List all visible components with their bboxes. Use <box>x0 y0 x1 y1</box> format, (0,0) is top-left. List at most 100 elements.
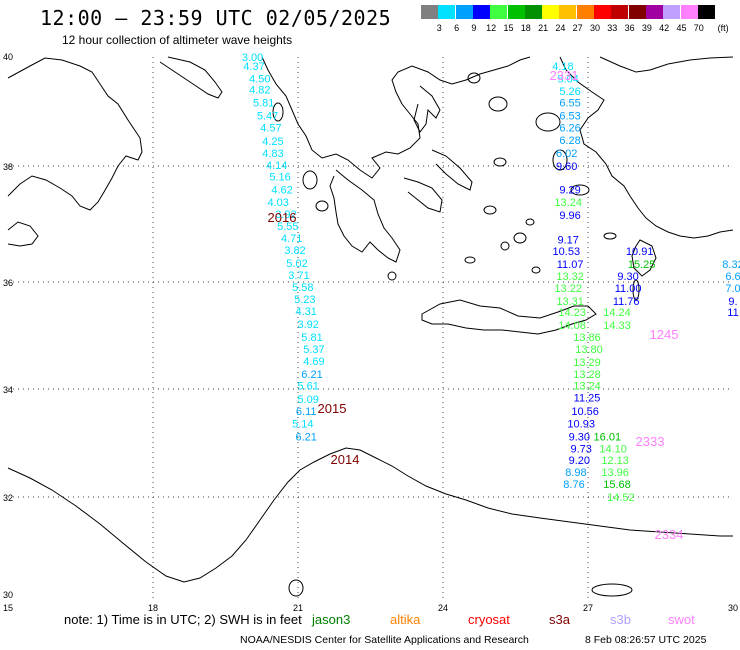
legend-swatch <box>490 5 508 19</box>
wave-height-label: 5.09 <box>297 394 318 406</box>
island-thasos <box>467 72 481 84</box>
legend-label: 27 <box>572 23 583 33</box>
coast-libya-egypt <box>7 447 733 583</box>
wave-height-label: 11.00 <box>615 283 642 295</box>
wave-height-label: 6.21 <box>301 369 322 381</box>
island-corfu <box>272 102 284 122</box>
island-samos <box>570 184 590 196</box>
lon-tick-15: 15 <box>3 603 13 613</box>
lat-tick-34: 34 <box>3 385 13 395</box>
island-rhodes <box>631 239 657 277</box>
legend-swatch <box>542 5 560 19</box>
legend-swatch <box>697 5 715 19</box>
island-chios <box>552 149 568 171</box>
island-kos <box>603 232 617 240</box>
wave-height-label: 13.22 <box>554 283 582 295</box>
wave-height-label: 4.50 <box>249 73 270 85</box>
lat-tick-40: 40 <box>3 52 13 62</box>
wave-height-label: 13.32 <box>556 271 584 283</box>
wave-height-label: 10.56 <box>571 406 599 418</box>
island-kefalonia <box>302 170 318 190</box>
pass-time-label: 2015 <box>318 401 347 416</box>
track-2016: 3.004.374.504.825.815.474.574.254.834.14… <box>242 52 325 381</box>
legend-label: 21 <box>538 23 549 33</box>
map-title: 12:00 – 23:59 UTC 02/05/2025 <box>40 6 392 30</box>
lat-tick-38: 38 <box>3 162 13 172</box>
legend-label: 30 <box>589 23 601 33</box>
wave-height-label: 13.96 <box>601 467 629 479</box>
wave-height-label: 11.76 <box>613 296 640 308</box>
satellite-altika: altika <box>390 612 421 627</box>
legend-label: 33 <box>607 23 618 33</box>
legend-swatch <box>438 5 456 19</box>
wave-height-label: 5.02 <box>286 258 307 270</box>
coast-turkey-north <box>599 56 734 73</box>
lat-tick-30: 30 <box>3 590 13 600</box>
track-2333: 13.8613.8013.2913.2813.2411.2510.5610.93… <box>567 332 664 467</box>
wave-height-label: 3.71 <box>288 270 309 282</box>
wave-height-label: 5.81 <box>301 332 322 344</box>
legend-label: 9 <box>471 23 477 33</box>
legend-swatch <box>628 5 646 19</box>
island-andros <box>483 205 497 215</box>
wave-height-label: 7.0 <box>725 283 740 295</box>
wave-height-label: 13.24 <box>573 381 601 393</box>
legend-swatch <box>559 5 577 19</box>
wave-height-label: 5.61 <box>297 381 318 393</box>
wave-height-label: 13.86 <box>573 332 601 344</box>
islet-south <box>288 579 304 597</box>
map-subtitle: 12 hour collection of altimeter wave hei… <box>62 33 293 47</box>
island-naxos <box>513 232 527 244</box>
legend-label: 24 <box>555 23 566 33</box>
wave-height-label: 14.10 <box>599 443 627 455</box>
wave-height-label: 6.21 <box>295 431 316 443</box>
satellite-s3a: s3a <box>549 612 570 627</box>
island-mykonos <box>525 218 535 226</box>
lon-tick-27: 27 <box>583 603 593 613</box>
legend-swatch <box>421 5 438 19</box>
wave-height-label: 9.29 <box>559 185 580 197</box>
wave-height-label: 16.01 <box>594 431 622 443</box>
wave-height-label: 5.14 <box>292 418 313 430</box>
lon-tick-18: 18 <box>148 603 158 613</box>
track-edge: 8.326.67.09.11 <box>722 259 740 319</box>
coast-greece-west <box>261 56 531 179</box>
wave-height-label: 14.52 <box>607 492 635 504</box>
island-milos <box>464 256 476 264</box>
satellite-s3b: s3b <box>610 612 631 627</box>
wave-height-label: 8.76 <box>563 479 584 491</box>
island-lemnos <box>488 96 508 112</box>
island-skyros <box>493 157 507 167</box>
wave-height-label: 15.25 <box>628 259 656 271</box>
wave-height-label: 9. <box>728 296 737 308</box>
wave-height-label: 8.32 <box>722 259 740 271</box>
island-cyprus-edge <box>591 583 633 597</box>
wave-height-label: 6.26 <box>559 123 580 135</box>
wave-height-label: 5.26 <box>559 86 580 98</box>
altimeter-tracks: 3.004.374.504.825.815.474.574.254.834.14… <box>242 52 740 542</box>
island-thera <box>531 266 541 274</box>
lon-tick-21: 21 <box>293 603 303 613</box>
wave-height-label: 9.17 <box>557 234 578 246</box>
wave-height-label: 9.60 <box>556 161 577 173</box>
wave-height-label: 4.57 <box>260 123 281 135</box>
wave-height-label: 9.73 <box>570 443 591 455</box>
pass-time-label: 2334 <box>655 527 684 542</box>
wave-height-label: 4.83 <box>262 148 283 160</box>
legend-swatch <box>645 5 663 19</box>
footer-credit: NOAA/NESDIS Center for Satellite Applica… <box>240 634 529 646</box>
pass-time-label: 2333 <box>636 434 665 449</box>
legend-unit: (ft) <box>717 23 729 33</box>
pass-time-label: 2331 <box>550 68 579 83</box>
pass-time-label: 2016 <box>268 210 297 225</box>
legend-swatch <box>507 5 525 19</box>
wave-height-label: 11.25 <box>574 393 601 405</box>
wave-height-label: 10.93 <box>567 418 595 430</box>
legend-label: 45 <box>676 23 687 33</box>
satellite-swot: swot <box>668 612 695 627</box>
track-2014: 6.115.146.21 2014 <box>292 406 359 467</box>
wave-height-label: 5.16 <box>269 172 290 184</box>
